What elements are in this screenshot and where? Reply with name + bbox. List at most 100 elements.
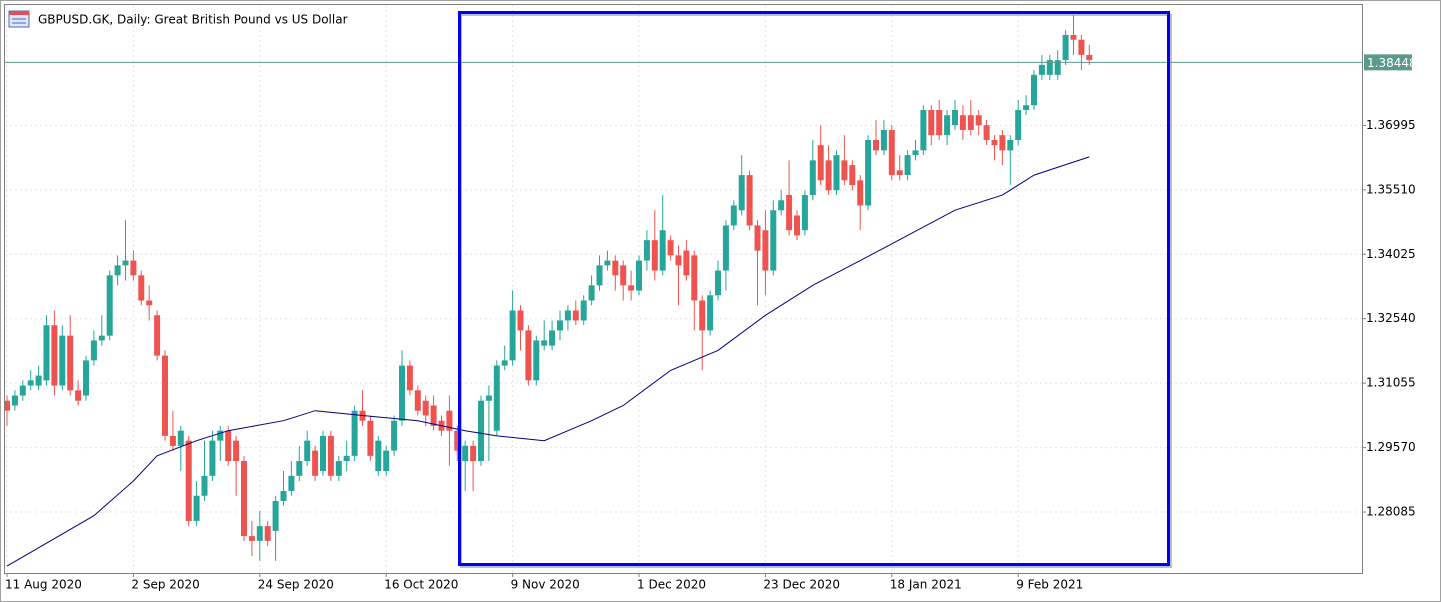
candle-body: [920, 110, 927, 151]
candle-body: [596, 265, 603, 286]
candle-body: [201, 475, 208, 496]
candle-body: [90, 340, 97, 361]
x-tick-label: 11 Aug 2020: [5, 578, 82, 592]
candle-body: [801, 195, 808, 231]
candle-body: [659, 230, 666, 271]
x-tick-label: 24 Sep 2020: [258, 578, 334, 592]
candle-body: [162, 355, 168, 436]
candle-body: [904, 155, 911, 176]
candle-body: [873, 139, 879, 151]
candle-body: [35, 375, 42, 386]
candle-body: [857, 180, 864, 206]
candle-body: [975, 115, 982, 126]
x-tick-label: 23 Dec 2020: [763, 578, 840, 592]
candle-body: [446, 410, 453, 431]
candle-body: [983, 125, 990, 140]
candle-body: [185, 440, 192, 521]
x-tick-label: 9 Feb 2021: [1016, 578, 1083, 592]
candle-body: [406, 365, 413, 391]
y-tick-label: 1.34025: [1366, 247, 1416, 261]
candle-body: [675, 255, 682, 266]
candle-body: [1046, 60, 1053, 75]
candle-body: [67, 335, 74, 391]
candle-body: [146, 300, 153, 306]
candle-body: [280, 490, 287, 501]
candle-body: [343, 455, 350, 462]
candle-body: [1015, 110, 1022, 140]
candle-body: [1031, 74, 1037, 106]
candle-body: [193, 495, 200, 521]
candle-body: [817, 145, 824, 181]
candle-body: [493, 365, 500, 431]
candle-body: [928, 110, 935, 136]
candle-body: [414, 390, 421, 411]
candle-body: [256, 526, 263, 541]
candle-body: [564, 310, 571, 321]
candle-body: [549, 330, 556, 346]
candle-body: [241, 461, 247, 537]
candle-body: [462, 445, 469, 462]
candle-body: [11, 395, 18, 406]
candle-body: [762, 230, 769, 271]
candle-body: [83, 360, 89, 396]
candle-body: [699, 300, 706, 331]
x-tick-label: 2 Sep 2020: [131, 578, 199, 592]
candle-body: [454, 430, 461, 451]
candle-body: [114, 265, 121, 276]
candle-body: [43, 325, 50, 381]
candle-body: [1062, 34, 1069, 61]
candle-body: [636, 260, 642, 291]
candle-body: [572, 310, 579, 321]
current-price-label: 1.38448: [1367, 56, 1417, 70]
candle-body: [335, 461, 342, 476]
candle-body: [880, 129, 887, 151]
candle-body: [833, 155, 840, 191]
candle-body: [580, 300, 587, 321]
candle-body: [288, 475, 295, 491]
x-tick-label: 1 Dec 2020: [637, 578, 706, 592]
candle-body: [1078, 39, 1085, 55]
candle-body: [177, 430, 184, 446]
candle-body: [312, 450, 319, 476]
candle-body: [912, 150, 919, 156]
candle-body: [430, 405, 437, 426]
candle-body: [27, 380, 34, 386]
candle-body: [75, 390, 82, 401]
candle-body: [612, 260, 619, 276]
candle-body: [738, 175, 745, 211]
candle-body: [59, 335, 66, 386]
candle-body: [383, 450, 390, 472]
candle-body: [730, 205, 737, 226]
candle-body: [367, 420, 374, 456]
candle-body: [865, 139, 872, 206]
candle-body: [1038, 64, 1045, 75]
candle-body: [130, 260, 137, 276]
candle-body: [1054, 60, 1061, 75]
candle-body: [809, 160, 816, 196]
candle-body: [320, 435, 326, 472]
candle-body: [122, 260, 129, 266]
candle-body: [304, 440, 311, 462]
candle-body: [1007, 139, 1014, 151]
candle-body: [1023, 105, 1030, 111]
candle-body: [1070, 34, 1077, 40]
candle-body: [770, 210, 777, 271]
candle-body: [936, 110, 943, 136]
rectangle-annotation: [458, 11, 1170, 566]
y-tick-label: 1.29570: [1366, 440, 1416, 454]
candle-body: [1086, 54, 1093, 61]
candle-body: [470, 445, 477, 462]
candle-body: [264, 526, 271, 541]
candle-body: [501, 360, 508, 366]
candle-body: [169, 435, 176, 446]
candle-body: [691, 255, 698, 301]
y-tick-label: 1.35510: [1366, 182, 1416, 196]
candle-body: [422, 400, 429, 416]
candle-body: [351, 410, 358, 456]
candle-body: [272, 500, 279, 531]
candle-body: [391, 420, 398, 451]
candle-body: [225, 430, 232, 462]
candle-body: [525, 330, 532, 381]
x-tick-label: 18 Jan 2021: [890, 578, 962, 592]
